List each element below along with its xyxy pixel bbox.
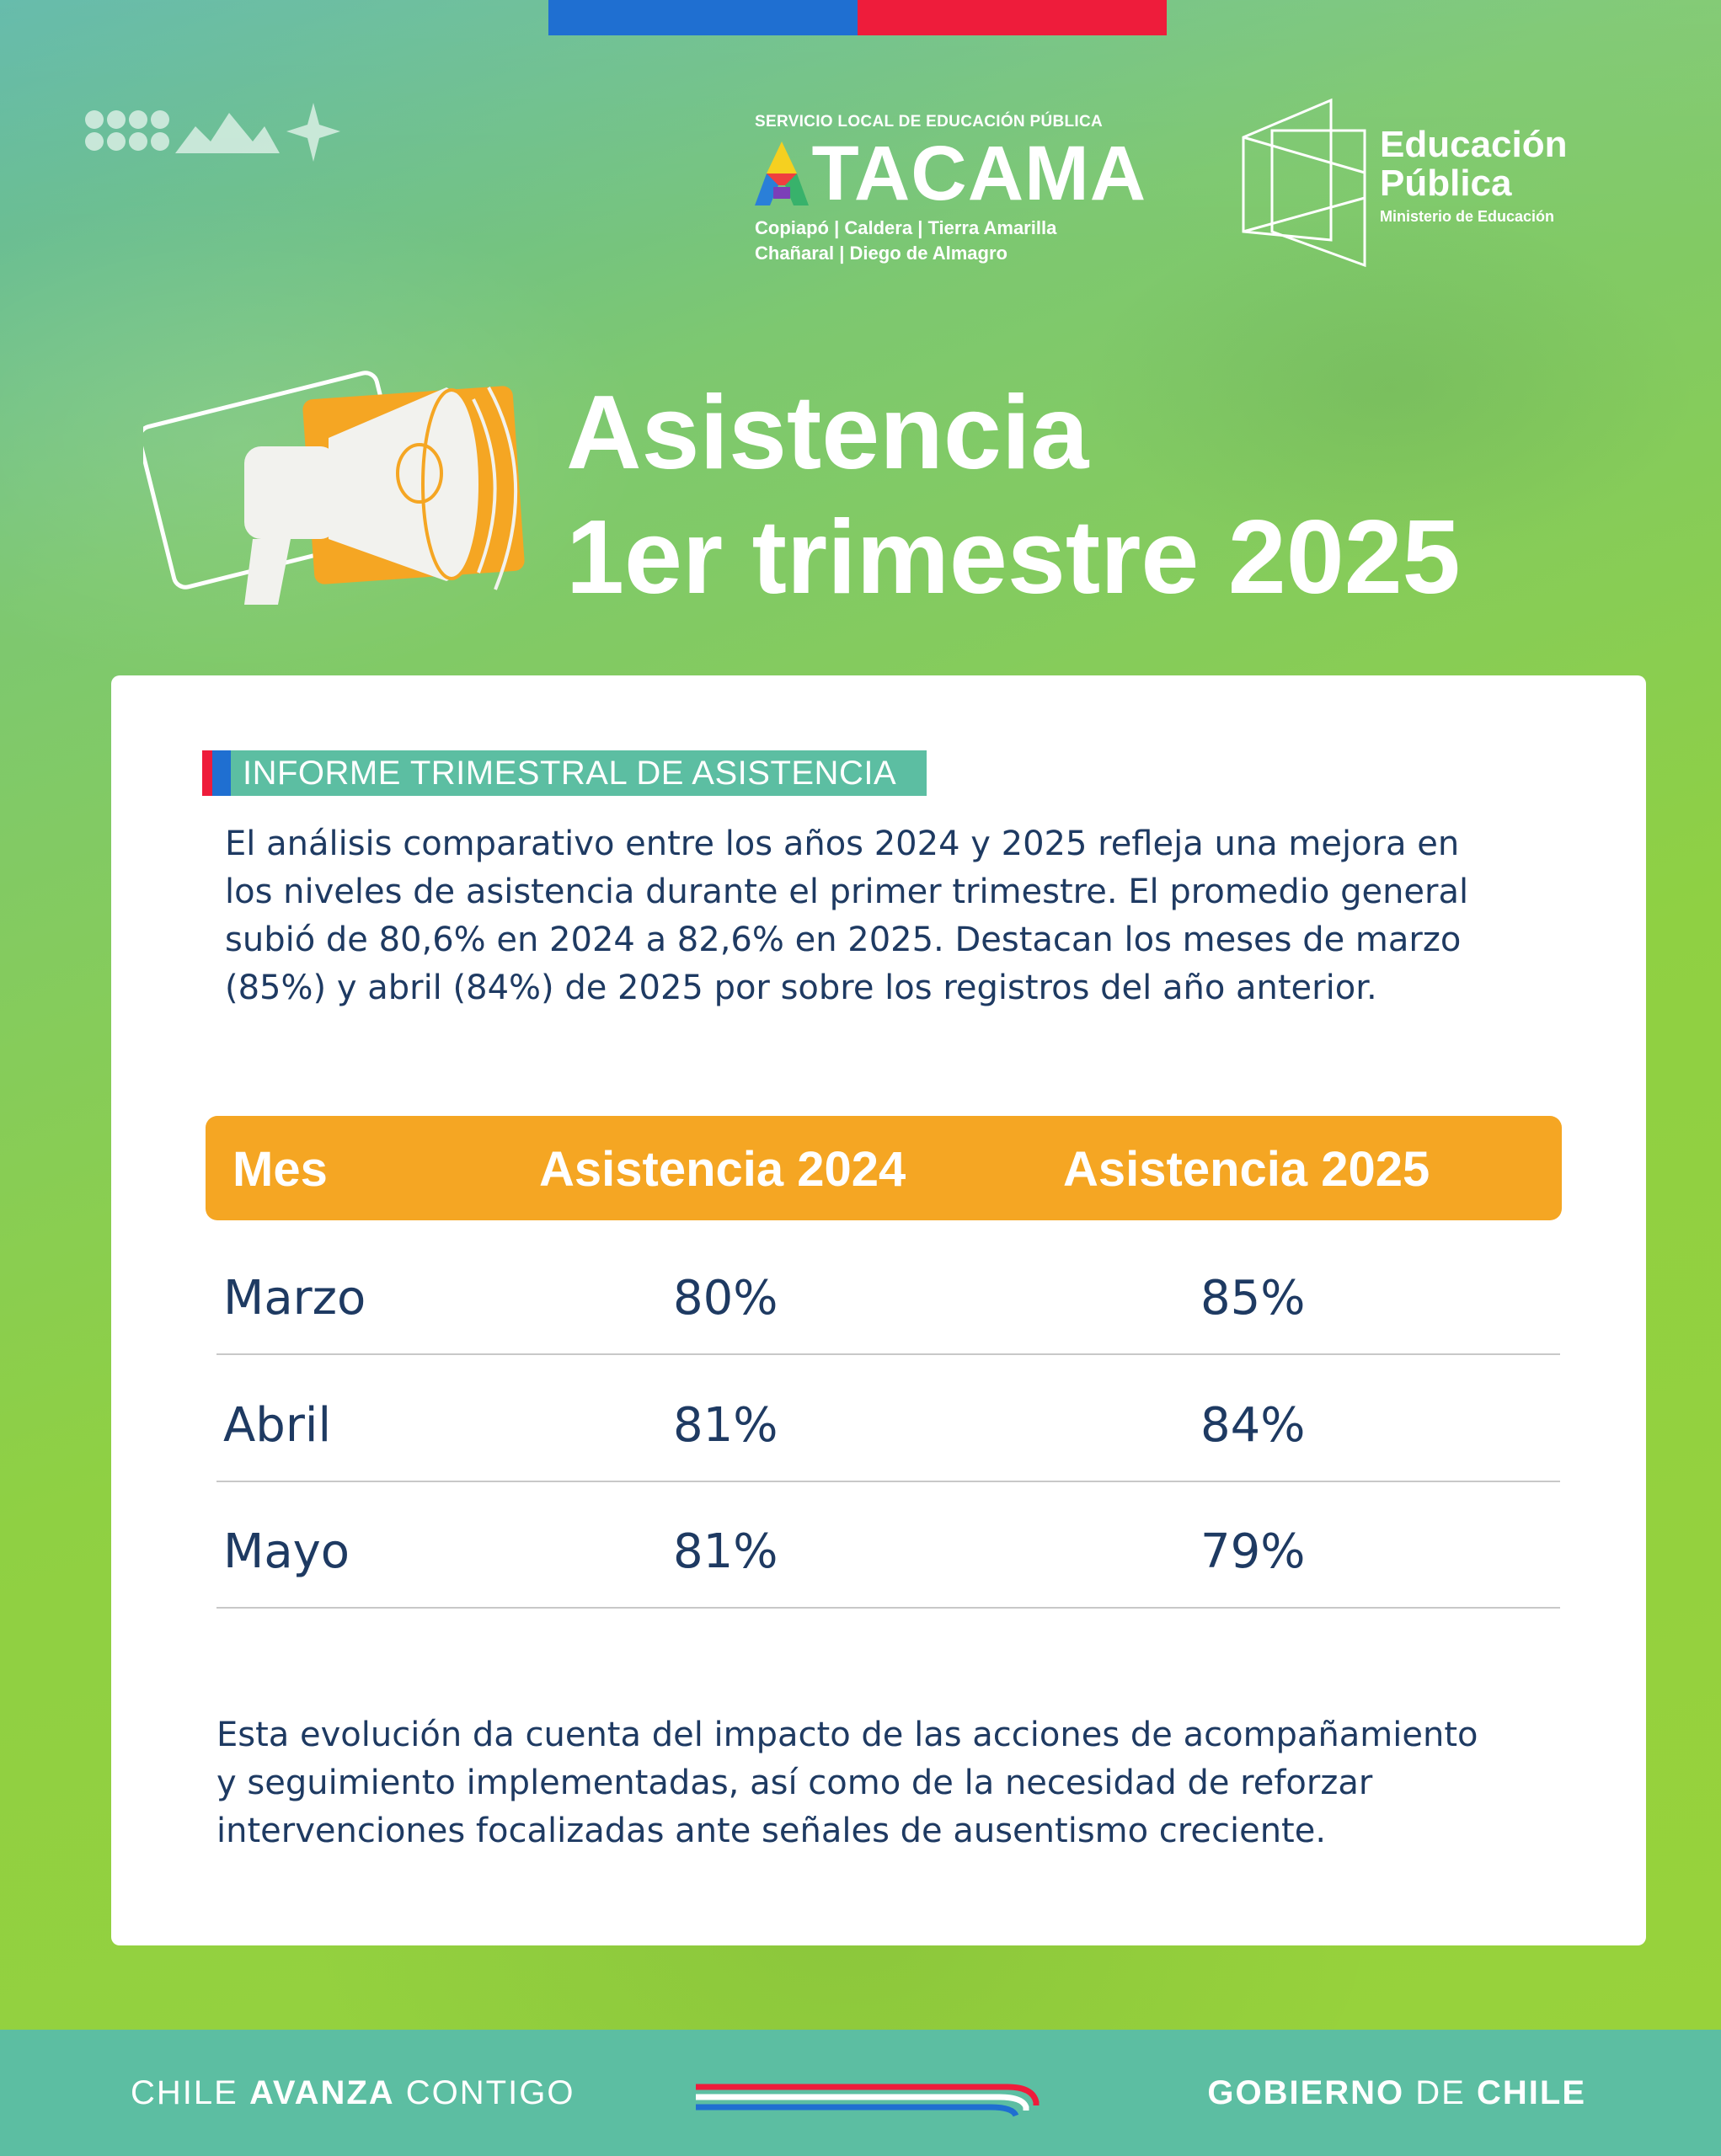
closing-line3: intervenciones focalizadas ante señales … [216,1807,1623,1855]
flag-red-segment [858,0,1167,35]
slogan-part3: CONTIGO [406,2074,575,2111]
atacama-colored-a: A [755,135,811,212]
header-mes: Mes [232,1141,328,1198]
closing-line2: y seguimiento implementadas, así como de… [216,1759,1623,1807]
report-card: INFORME TRIMESTRAL DE ASISTENCIA El anál… [111,675,1646,1945]
edu-line1: Educación [1380,125,1568,164]
gov-part3: CHILE [1477,2074,1586,2111]
section-label: INFORME TRIMESTRAL DE ASISTENCIA [202,750,927,796]
slogan-part2: AVANZA [249,2074,395,2111]
label-red-stripe [202,750,212,796]
footer-bar: CHILE AVANZA CONTIGO GOBIERNO DE CHILE [0,2030,1721,2156]
table-row: Marzo 80% 85% [216,1229,1560,1355]
intro-line3: subió de 80,6% en 2024 a 82,6% en 2025. … [225,916,1606,964]
educacion-publica-logo: Educación Pública Ministerio de Educació… [1238,97,1592,270]
closing-line1: Esta evolución da cuenta del impacto de … [216,1711,1623,1759]
flag-blue-segment [548,0,858,35]
communes-line1: Copiapó | Caldera | Tierra Amarilla [755,216,1193,241]
service-label: SERVICIO LOCAL DE EDUCACIÓN PÚBLICA [755,113,1193,131]
table-header: Mes Asistencia 2024 Asistencia 2025 [206,1116,1562,1220]
edu-line2: Pública [1380,164,1568,203]
label-blue-stripe [212,750,231,796]
slogan-part1: CHILE [131,2074,238,2111]
header-asistencia-2025: Asistencia 2025 [1063,1141,1430,1198]
edu-book-icon [1238,97,1373,270]
atacama-wordmark-rest: TACAMA [811,135,1146,212]
intro-line1: El análisis comparativo entre los años 2… [225,820,1606,868]
flag-color-bar [548,0,1167,35]
atacama-a-icon [755,141,809,205]
cell-2024: 80% [673,1271,778,1326]
intro-paragraph: El análisis comparativo entre los años 2… [225,820,1606,1012]
table-row: Mayo 81% 79% [216,1482,1560,1609]
section-label-text: INFORME TRIMESTRAL DE ASISTENCIA [231,750,927,796]
cell-2025: 79% [1200,1524,1305,1579]
slep-decorative-logo [84,101,345,168]
table-row: Abril 81% 84% [216,1356,1560,1482]
edu-line3: Ministerio de Educación [1380,208,1568,226]
page-title: Asistencia 1er trimestre 2025 [566,371,1461,620]
footer-slogan: CHILE AVANZA CONTIGO [131,2074,575,2112]
header-asistencia-2024: Asistencia 2024 [539,1141,906,1198]
title-line2: 1er trimestre 2025 [566,495,1461,620]
cell-mes: Marzo [223,1271,366,1326]
cell-2025: 85% [1200,1271,1305,1326]
atacama-logo: SERVICIO LOCAL DE EDUCACIÓN PÚBLICA A TA… [755,113,1193,266]
cell-mes: Abril [223,1398,331,1453]
intro-line4: (85%) y abril (84%) de 2025 por sobre lo… [225,964,1606,1012]
communes-line2: Chañaral | Diego de Almagro [755,241,1193,266]
megaphone-icon [143,371,548,615]
intro-line2: los niveles de asistencia durante el pri… [225,868,1606,916]
closing-paragraph: Esta evolución da cuenta del impacto de … [216,1711,1623,1855]
title-line1: Asistencia [566,371,1461,495]
edu-text-block: Educación Pública Ministerio de Educació… [1380,125,1568,226]
gov-part1: GOBIERNO [1207,2074,1404,2111]
cell-2024: 81% [673,1398,778,1453]
atacama-wordmark: A TACAMA [755,135,1193,212]
chile-wave-logo [696,2068,1041,2119]
cell-mes: Mayo [223,1524,350,1579]
cell-2024: 81% [673,1524,778,1579]
footer-government: GOBIERNO DE CHILE [1207,2074,1586,2112]
cell-2025: 84% [1200,1398,1305,1453]
gov-part2: DE [1415,2074,1466,2111]
